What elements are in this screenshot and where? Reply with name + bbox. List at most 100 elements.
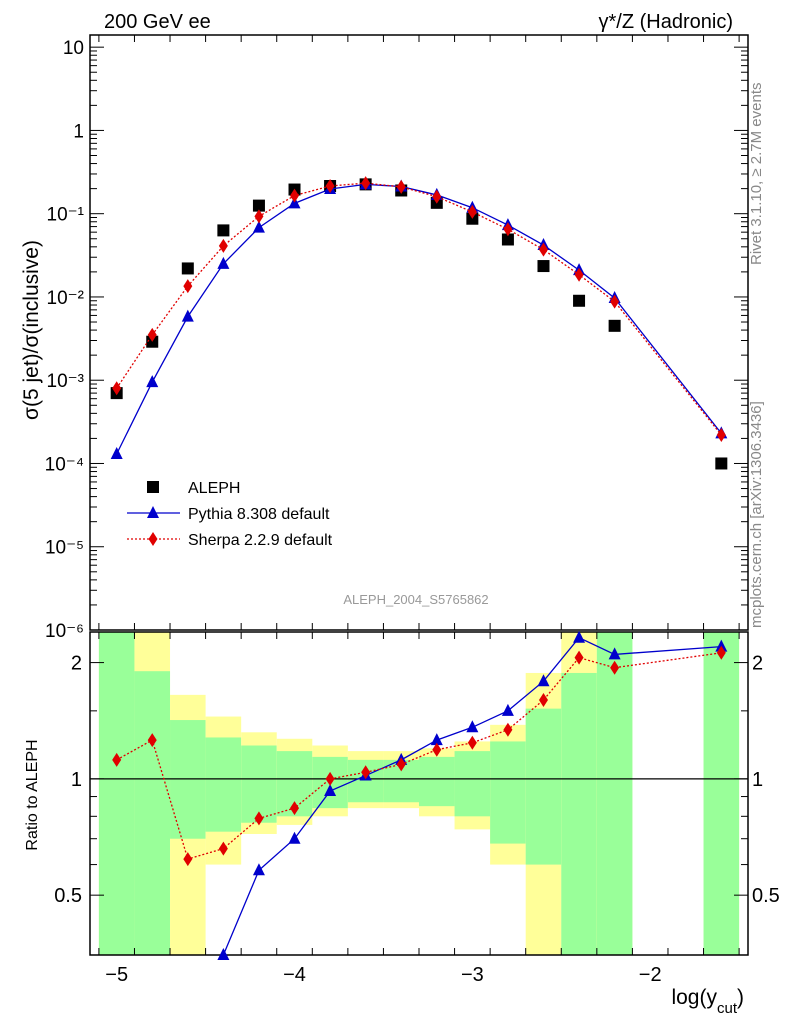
ratio-ylabel: Ratio to ALEPH	[24, 739, 41, 850]
ratio-series-0-point	[608, 647, 621, 660]
band-inner-15	[703, 632, 740, 955]
ratio-series-1-point	[574, 650, 584, 665]
main-ytick-label: 10⁻³	[47, 371, 85, 392]
ratio-series-0-point	[501, 703, 514, 716]
band-inner-11	[490, 741, 526, 844]
ratio-series-0-point	[715, 639, 728, 652]
main-ytick-label: 10⁻⁶	[45, 621, 84, 642]
main-series-2-point	[432, 189, 442, 204]
main-ytick-label: 10	[63, 38, 84, 59]
ratio-ytick-label-right: 2	[752, 653, 763, 675]
band-inner-14	[596, 632, 633, 955]
ratio-series-0-point	[252, 863, 265, 876]
ratio-xlabel: log(ycut)	[671, 986, 744, 1017]
ratio-ytick-label-left: 1	[71, 769, 82, 791]
band-inner-10	[454, 751, 491, 817]
main-ylabel: σ(5 jet)/σ(inclusive)	[20, 240, 43, 420]
ratio-series-0-point	[288, 831, 301, 844]
main-series-2-point	[147, 327, 157, 342]
band-inner-3	[205, 737, 242, 832]
main-ytick-label: 10⁻¹	[47, 205, 85, 226]
legend-marker-1	[147, 506, 159, 518]
ratio-series-1-point	[610, 660, 620, 675]
main-series-2-point	[610, 294, 620, 309]
header-left: 200 GeV ee	[104, 11, 211, 33]
analysis-id: ALEPH_2004_S5765862	[343, 592, 488, 607]
ratio-series-1-point	[716, 645, 726, 660]
main-series-0-point	[608, 319, 621, 332]
ratio-xtick-label: −5	[105, 964, 128, 986]
main-series-0-point	[537, 260, 550, 273]
main-series-1-point	[146, 375, 159, 388]
ratio-series-1-point	[467, 735, 477, 750]
band-inner-4	[241, 745, 277, 823]
header-right: γ*/Z (Hadronic)	[599, 11, 733, 33]
main-plot-series	[110, 176, 728, 470]
ratio-series-1-point	[254, 811, 264, 826]
legend-marker-2	[148, 532, 158, 546]
ratio-series-1-point	[396, 757, 406, 772]
legend-label-2: Sherpa 2.2.9 default	[188, 532, 333, 549]
main-series-2-point	[183, 279, 193, 294]
main-series-0-point	[252, 199, 265, 212]
chart-texts: 200 GeV ee γ*/Z (Hadronic) Rivet 3.1.10,…	[20, 11, 765, 851]
main-series-2-line	[116, 182, 722, 436]
main-series-2-point	[396, 179, 406, 194]
ratio-series-0-point	[324, 784, 337, 797]
ratio-ytick-label-left: 2	[71, 653, 82, 675]
mcplots-label: mcplots.cern.ch [arXiv:1306.3436]	[748, 401, 765, 628]
main-ytick-label: 10⁻⁴	[45, 454, 84, 475]
main-series-0-point	[715, 457, 728, 470]
main-series-1-point	[217, 256, 230, 269]
ratio-series-1-point	[361, 765, 371, 780]
ratio-series-0-point	[573, 630, 586, 643]
ratio-series-0-point	[430, 733, 443, 746]
ratio-series-1-point	[290, 801, 300, 816]
main-series-0-point	[181, 262, 194, 275]
ratio-series-1-point	[112, 752, 122, 767]
rivet-label: Rivet 3.1.10, ≥ 2.7M events	[748, 83, 765, 266]
ratio-series-1-point	[503, 722, 513, 737]
ratio-series-1-point	[147, 733, 157, 748]
main-series-0-point	[501, 233, 514, 246]
ratio-plot-axes: 2 2 1 1 0.5 0.5 −5 −4 −3 −2	[54, 631, 780, 986]
main-series-2-point	[574, 267, 584, 282]
main-ytick-label: 10⁻⁵	[45, 538, 84, 559]
ratio-ytick-label-right: 1	[752, 769, 763, 791]
main-series-0-point	[217, 224, 230, 237]
ratio-series-0-point	[537, 674, 550, 687]
ratio-series-1-point	[183, 852, 193, 867]
ratio-plot-series	[112, 630, 728, 960]
ratio-xtick-label: −3	[461, 964, 484, 986]
main-series-1-line	[116, 183, 722, 455]
main-ytick-label: 1	[73, 121, 84, 142]
band-inner-9	[419, 756, 455, 807]
ratio-xtick-label: −2	[639, 964, 662, 986]
ratio-ytick-label-right: 0.5	[752, 885, 780, 907]
main-series-0-point	[573, 294, 586, 307]
ratio-series-1-point	[432, 742, 442, 757]
band-inner-13	[561, 672, 597, 955]
ratio-ytick-label-left: 0.5	[54, 885, 82, 907]
main-series-2-point	[290, 188, 300, 203]
band-inner-12	[525, 708, 562, 865]
ratio-uncertainty-bands	[98, 632, 740, 955]
legend-label-0: ALEPH	[188, 480, 240, 497]
main-series-2-point	[503, 222, 513, 237]
band-inner-0	[98, 632, 135, 955]
legend-label-1: Pythia 8.308 default	[188, 506, 330, 523]
ratio-series-0-point	[217, 948, 230, 960]
ratio-series-1-point	[538, 693, 548, 708]
main-series-2-point	[538, 242, 548, 257]
main-series-2-point	[325, 179, 335, 194]
band-inner-1	[134, 671, 171, 955]
main-series-2-point	[361, 176, 371, 191]
legend-marker-0	[147, 481, 159, 493]
legend: ALEPH Pythia 8.308 default Sherpa 2.2.9 de…	[127, 480, 333, 549]
main-series-2-point	[254, 209, 264, 224]
main-series-1-point	[110, 446, 123, 459]
ratio-series-1-point	[325, 771, 335, 786]
ratio-series-0-point	[466, 720, 479, 733]
ratio-series-1-point	[218, 841, 228, 856]
